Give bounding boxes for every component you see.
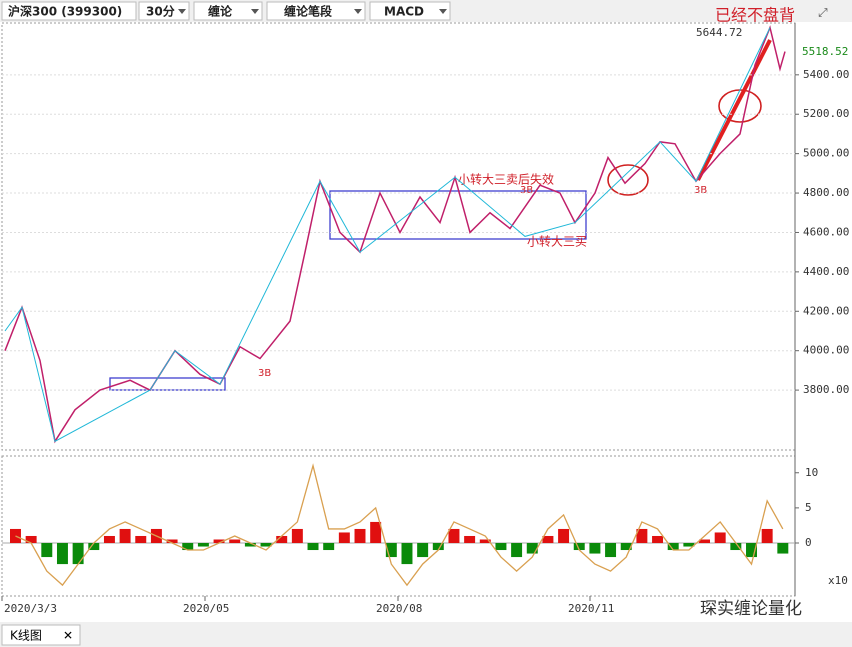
macd-bar <box>276 535 288 544</box>
price-line <box>4 25 786 444</box>
macd-bar <box>699 539 711 544</box>
tab-label[interactable]: K线图 <box>10 629 42 643</box>
note-sell: 小转大三卖后失效 <box>458 172 554 187</box>
x-tick-label: 2020/08 <box>376 602 422 615</box>
note-high: 5644.72 <box>696 26 742 39</box>
y-tick-label: 5000.00 <box>803 147 849 160</box>
pen[interactable]: 缠论笔段 <box>284 4 333 19</box>
symbol-box[interactable] <box>1 1 137 21</box>
macd-bar <box>620 543 632 551</box>
macd-bar <box>307 543 319 551</box>
macd-bar <box>448 528 460 544</box>
y-tick-label: 3800.00 <box>803 383 849 396</box>
macd-line <box>15 463 784 587</box>
macd-bar <box>229 539 241 544</box>
period-box[interactable] <box>138 1 190 21</box>
tab-close[interactable]: ✕ <box>63 629 73 643</box>
y-tick-label: 5200.00 <box>803 107 849 120</box>
macd-bar <box>41 543 53 558</box>
macd-bar <box>730 543 742 551</box>
watermark: 琛实缠论量化 <box>700 599 802 619</box>
macd-bar <box>432 543 444 551</box>
price-line <box>4 27 771 443</box>
y-tick-label: 0 <box>805 536 812 549</box>
macd-bar <box>197 543 209 547</box>
macd-bar <box>652 535 664 544</box>
macd-bar <box>636 528 648 544</box>
macd-bar <box>338 532 350 544</box>
macd-bar <box>573 543 585 551</box>
macd-bar <box>260 543 272 547</box>
macd-bar <box>746 543 757 558</box>
note-3b: 3B <box>694 185 707 196</box>
macd-bar <box>25 535 37 544</box>
macd-bar <box>135 535 147 544</box>
y-tick-label: 4400.00 <box>803 265 849 278</box>
x-tick-label: 2020/3/3 <box>4 602 57 615</box>
indicator-box[interactable] <box>369 1 451 21</box>
pen-box[interactable] <box>266 1 366 21</box>
macd-bar <box>558 528 570 544</box>
macd-bar <box>182 543 194 551</box>
note-3b: 3B <box>258 368 271 379</box>
macd-bar <box>244 543 256 547</box>
macd-bar <box>605 543 617 558</box>
macd-bar <box>88 543 100 551</box>
macd-bar <box>511 543 523 558</box>
y-tick-label: 4600.00 <box>803 225 849 238</box>
toolbar-items: 沪深300 (399300) 30分 缠论 缠论笔段 MACD <box>1 1 451 21</box>
macd-bar <box>213 539 225 544</box>
macd-bar <box>354 528 366 544</box>
macd-bar <box>56 543 68 565</box>
unit: x10 <box>828 574 848 587</box>
macd-bar <box>589 543 601 554</box>
y-tick-label: 5400.00 <box>803 68 849 81</box>
tab-bar <box>0 622 852 647</box>
y-tick-label: 4200.00 <box>803 304 849 317</box>
symbol[interactable]: 沪深300 (399300) <box>8 4 122 19</box>
macd-bar <box>119 528 131 544</box>
fullscreen-icon[interactable]: ⤢ <box>817 6 828 20</box>
macd-bar <box>761 528 773 544</box>
macd-bar <box>417 543 429 558</box>
note-3b: 3B <box>520 185 533 196</box>
macd-bar <box>777 543 789 554</box>
price-frame <box>1 22 796 451</box>
mode-box[interactable] <box>193 1 263 21</box>
y-tick-label: 5 <box>805 501 812 514</box>
period[interactable]: 30分 <box>146 4 175 19</box>
macd-bar <box>714 532 726 544</box>
macd-bar <box>370 521 382 544</box>
macd-bar <box>323 543 335 551</box>
note-buy: 小转大三买 <box>527 234 587 249</box>
macd-bar <box>542 535 554 544</box>
mode[interactable]: 缠论 <box>208 4 233 19</box>
tab[interactable] <box>1 624 81 646</box>
macd-bar <box>385 543 397 558</box>
note-top: 已经不盘背 <box>715 6 795 25</box>
macd-bar <box>166 539 178 544</box>
y-tick-label: 4800.00 <box>803 186 849 199</box>
macd-bar <box>103 535 115 544</box>
trend-arrow <box>696 39 772 181</box>
macd-bar <box>464 535 476 544</box>
macd-bar <box>667 543 679 551</box>
macd-bar <box>495 543 507 551</box>
macd-frame <box>1 455 796 597</box>
macd-bar <box>683 543 695 547</box>
x-tick-label: 2020/11 <box>568 602 614 615</box>
y-tick-label: 10 <box>805 466 818 479</box>
x-tick-label: 2020/05 <box>183 602 229 615</box>
y-tick-label: 4000.00 <box>803 344 849 357</box>
macd-bar <box>479 539 491 544</box>
macd-bar <box>401 543 413 565</box>
macd-bar <box>72 543 84 565</box>
macd-bar <box>526 543 538 554</box>
indicator[interactable]: MACD <box>384 5 424 19</box>
macd-bar <box>291 528 303 544</box>
last-price: 5518.52 <box>802 45 848 58</box>
